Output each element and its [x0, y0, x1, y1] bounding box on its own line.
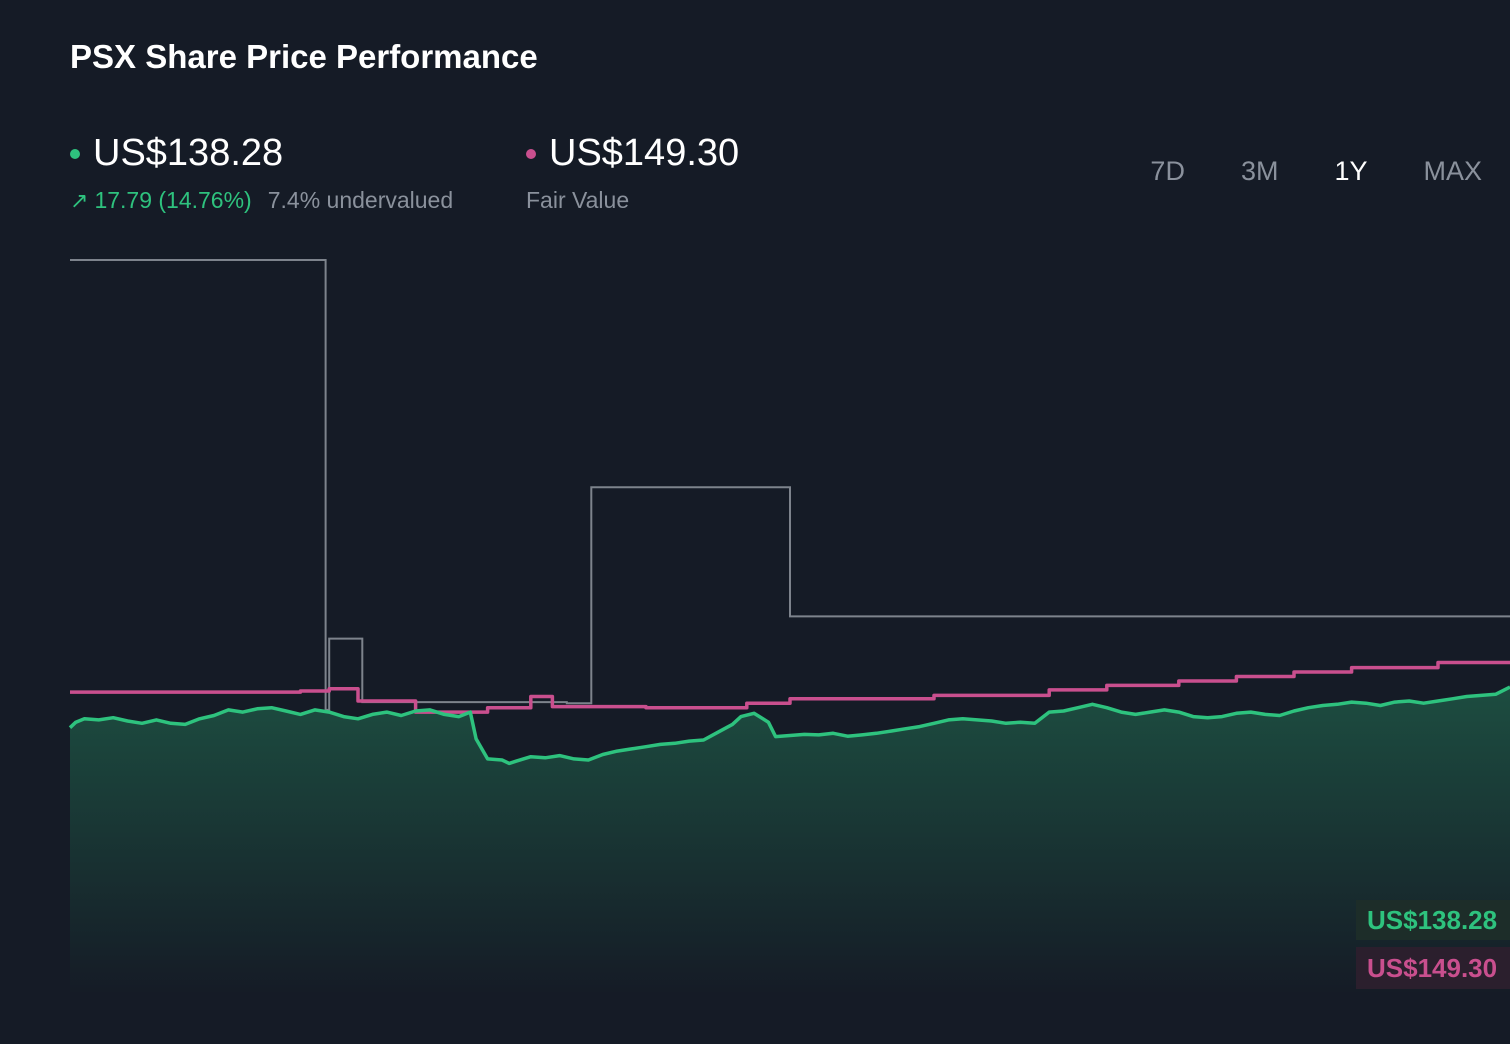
fair-value-end-label-text: US$149.30: [1367, 953, 1497, 983]
price-end-label-bg: [1356, 900, 1510, 940]
current-price: US$138.28: [93, 132, 284, 174]
fair-value-series-line: [70, 660, 1510, 714]
arrow-up-right-icon: ↗: [70, 187, 89, 213]
tab-1y[interactable]: 1Y: [1334, 156, 1368, 186]
price-end-label-text: US$138.28: [1367, 905, 1497, 935]
page-title: PSX Share Price Performance: [70, 38, 538, 75]
valuation-status: 7.4% undervalued: [267, 187, 454, 213]
time-range-tabs: 7D 3M 1Y MAX: [1094, 156, 1482, 187]
current-price-block: US$138.28 ↗ 17.79 (14.76%) 7.4% underval…: [70, 132, 453, 214]
fair-value-label: Fair Value: [526, 187, 630, 213]
price-series-area: [70, 687, 1510, 995]
fair-value-end-label-bg: [1356, 947, 1510, 989]
fair-value-end-label: US$149.30: [1356, 947, 1510, 989]
fair-value-block: US$149.30 Fair Value: [526, 132, 739, 214]
fair-value-price: US$149.30: [549, 132, 740, 174]
tab-7d[interactable]: 7D: [1150, 156, 1185, 186]
fair-value-dot-icon: [526, 148, 536, 159]
tab-3m[interactable]: 3M: [1240, 156, 1279, 186]
history-series-line: [70, 259, 1510, 711]
price-series-line: [68, 685, 1510, 766]
price-change: 17.79 (14.76%): [94, 187, 252, 213]
tab-max[interactable]: MAX: [1423, 156, 1482, 186]
price-dot-icon: [70, 148, 80, 159]
price-end-label: US$138.28: [1356, 900, 1510, 940]
